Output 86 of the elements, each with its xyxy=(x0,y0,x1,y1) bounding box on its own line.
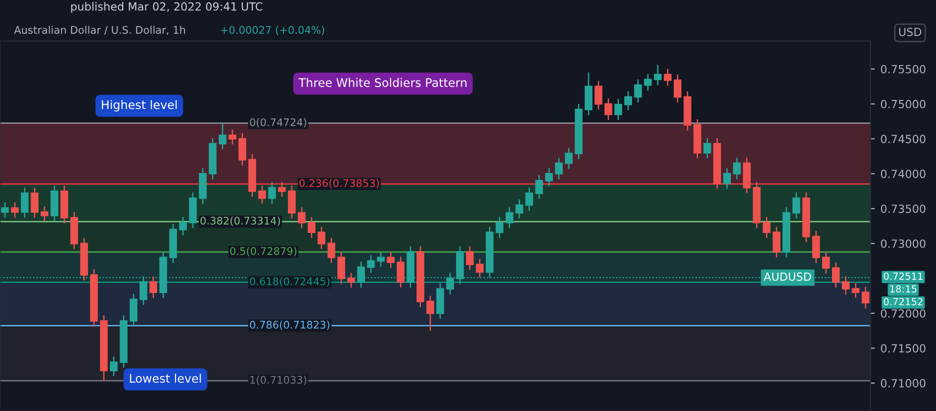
candlestick xyxy=(594,80,602,110)
y-tick-label: 0.75000 xyxy=(880,100,926,108)
candlestick xyxy=(525,187,534,212)
candlestick xyxy=(328,237,336,264)
annotation: Highest level xyxy=(102,100,177,112)
candlestick xyxy=(1,202,9,218)
annotation: Three White Soldiers Pattern xyxy=(298,78,466,88)
candlestick xyxy=(426,295,434,332)
candlestick xyxy=(30,187,38,218)
candlestick xyxy=(812,230,820,264)
ref-line-label: 0.786(0.71823) xyxy=(250,320,330,330)
candlestick xyxy=(703,137,712,159)
candlestick xyxy=(604,98,612,121)
candlestick xyxy=(762,216,770,239)
y-tick-label: 0.71000 xyxy=(880,379,926,388)
candlestick xyxy=(396,256,404,288)
y-tick-label: 0.74500 xyxy=(880,134,926,144)
candlestick xyxy=(268,181,276,204)
y-tick-label: 0.71500 xyxy=(880,344,926,353)
candlestick xyxy=(545,167,553,187)
candlestick xyxy=(674,74,682,104)
text: 0.72152 xyxy=(884,298,922,306)
ref-line-label: AUDUSD xyxy=(764,272,812,281)
candlestick xyxy=(634,78,642,104)
candlestick xyxy=(278,181,286,198)
text: 0.72511 xyxy=(884,272,922,280)
candlestick xyxy=(792,192,800,219)
y-tick-label: 0.73500 xyxy=(880,204,926,213)
chart-subtitle: +0.00027 (+0.04%) xyxy=(221,26,324,36)
candlestick xyxy=(386,251,395,269)
candlestick xyxy=(506,206,514,229)
y-axis-title: USD xyxy=(899,28,922,36)
y-tick-label: 0.75500 xyxy=(880,64,926,74)
candlestick xyxy=(852,282,860,299)
candlestick xyxy=(318,226,326,250)
candlestick xyxy=(832,262,840,288)
candlestick xyxy=(772,226,780,258)
candlestick xyxy=(614,98,622,121)
ref-line-label: 0.5(0.72879) xyxy=(230,246,296,256)
candlestick xyxy=(298,206,306,229)
candlestick xyxy=(535,174,543,200)
candlestick xyxy=(466,246,474,271)
candlestick xyxy=(258,184,266,204)
candlestick xyxy=(110,356,118,377)
candlestick xyxy=(20,187,29,218)
ref-line-label: 0.618(0.72445) xyxy=(250,277,330,286)
candlestick xyxy=(40,206,48,222)
candlestick xyxy=(555,157,563,180)
candlestick xyxy=(238,132,246,166)
candlestick xyxy=(10,202,19,218)
candlestick xyxy=(476,258,484,278)
chart-title: Australian Dollar / U.S. Dollar, 1h xyxy=(14,26,185,35)
candlestick xyxy=(515,198,524,219)
candlestick xyxy=(376,251,385,268)
candlestick xyxy=(733,157,741,180)
candlestick xyxy=(179,216,187,236)
candlestick xyxy=(842,276,850,296)
candlestick xyxy=(367,254,375,274)
ref-line-label: 0(0.74724) xyxy=(250,118,306,128)
candlestick xyxy=(624,90,632,111)
candlestick xyxy=(564,147,573,170)
candlestick xyxy=(822,251,830,274)
candlestick xyxy=(288,184,296,219)
ref-line-label: 0.236(0.73853) xyxy=(299,178,379,188)
candlestick xyxy=(654,64,662,86)
candlestick xyxy=(496,216,504,239)
y-tick-label: 0.72000 xyxy=(880,309,926,318)
candlestick xyxy=(218,122,226,150)
candlestick xyxy=(337,251,346,285)
ref-line-label: 1(0.71033) xyxy=(250,376,306,386)
candlestick xyxy=(308,216,316,239)
candlestick xyxy=(723,167,731,190)
candlestick xyxy=(149,276,158,299)
text: 18:15 xyxy=(890,285,916,293)
ref-line-label: 0.382(0.73314) xyxy=(200,216,280,226)
y-tick-label: 0.73000 xyxy=(880,239,926,248)
candlestick xyxy=(130,293,138,328)
candlestick xyxy=(664,68,672,86)
candlestick xyxy=(644,73,652,92)
candlestick xyxy=(347,272,356,288)
candlestick xyxy=(584,72,592,116)
candlestick xyxy=(862,286,870,310)
annotation: Lowest level xyxy=(130,374,201,383)
y-tick-label: 0.74000 xyxy=(880,170,926,178)
candlestick xyxy=(228,129,236,146)
text: published Mar 02, 2022 09:41 UTC xyxy=(71,2,262,13)
